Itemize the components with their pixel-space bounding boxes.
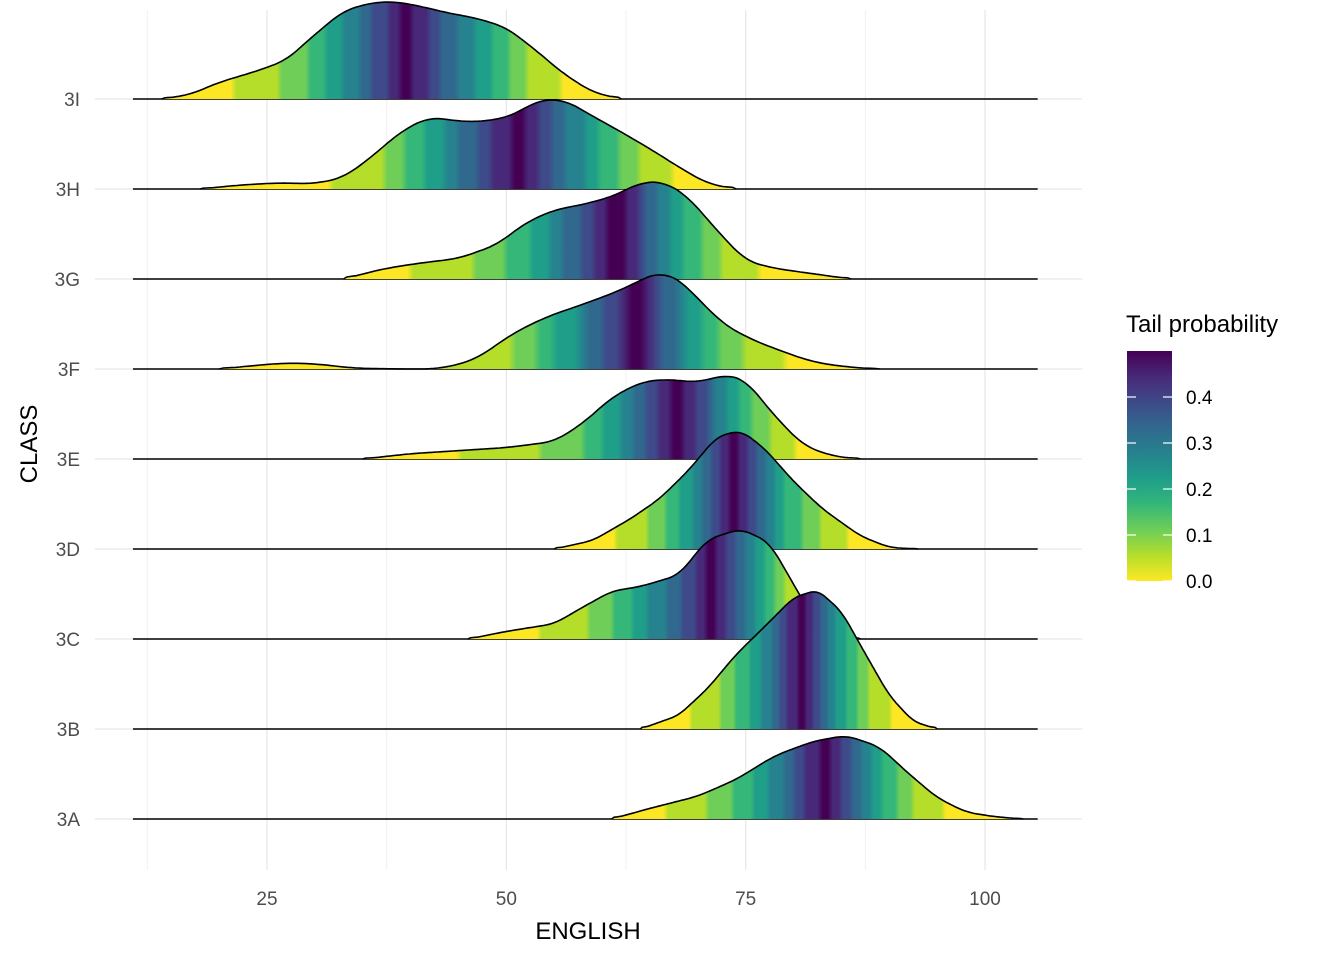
- ridge-outline-3b: [639, 591, 938, 730]
- ridge-outline-3a: [611, 736, 1024, 820]
- ridge-outline-3d: [553, 431, 919, 550]
- ridge-fill-3b: [640, 591, 938, 729]
- x-tick-label: 50: [496, 889, 517, 910]
- y-tick-label-3d: 3D: [56, 540, 80, 561]
- ridge-outline-3g: [343, 181, 852, 280]
- y-tick-label-3e: 3E: [57, 450, 80, 471]
- ridge-fill-3e: [362, 376, 861, 459]
- fill-legend: Tail probability 0.0 0.1 0.2 0.3 0.4: [1126, 311, 1278, 593]
- ridge-fill-3i: [161, 2, 622, 100]
- x-tick-label: 25: [256, 889, 277, 910]
- y-tick-label-3c: 3C: [56, 630, 80, 651]
- legend-title: Tail probability: [1126, 311, 1278, 338]
- ridge-outline-3f: [218, 274, 880, 370]
- ridge-fill-3h: [200, 100, 737, 189]
- legend-tick-label: 0.2: [1186, 480, 1212, 501]
- legend-tick-label: 0.1: [1186, 526, 1212, 547]
- ridge-fill-3a: [611, 736, 1024, 819]
- ridge-fill-3g: [343, 182, 851, 279]
- ridge-outline-3h: [199, 99, 737, 190]
- x-axis-ticks: 25 50 75 100: [256, 889, 1000, 910]
- y-tick-label-3f: 3F: [58, 360, 80, 381]
- ridge-outline-3i: [161, 1, 622, 100]
- ridge-outline-3e: [362, 375, 861, 460]
- density-ridges: [132, 1, 1038, 820]
- ridge-outline-3c: [467, 530, 861, 640]
- y-tick-label-3a: 3A: [57, 810, 81, 831]
- ridge-fill-3f: [219, 274, 880, 369]
- ridge-fill-3c: [468, 530, 861, 639]
- legend-tick-label: 0.0: [1186, 572, 1212, 593]
- y-tick-label-3h: 3H: [56, 180, 80, 201]
- x-tick-label: 75: [735, 889, 756, 910]
- y-tick-label-3g: 3G: [55, 270, 80, 291]
- legend-tick-label: 0.3: [1186, 434, 1212, 455]
- x-tick-label: 100: [969, 889, 1001, 910]
- x-axis-title: ENGLISH: [535, 918, 640, 945]
- legend-tick-label: 0.4: [1186, 388, 1213, 409]
- legend-colorbar: [1127, 351, 1172, 581]
- ridge-fill-3d: [554, 432, 918, 549]
- y-axis-ticks: 3A 3B 3C 3D 3E 3F 3G 3H 3I: [55, 90, 81, 831]
- y-tick-label-3b: 3B: [57, 720, 80, 741]
- y-tick-label-3i: 3I: [64, 90, 80, 111]
- y-axis-title: CLASS: [16, 405, 43, 484]
